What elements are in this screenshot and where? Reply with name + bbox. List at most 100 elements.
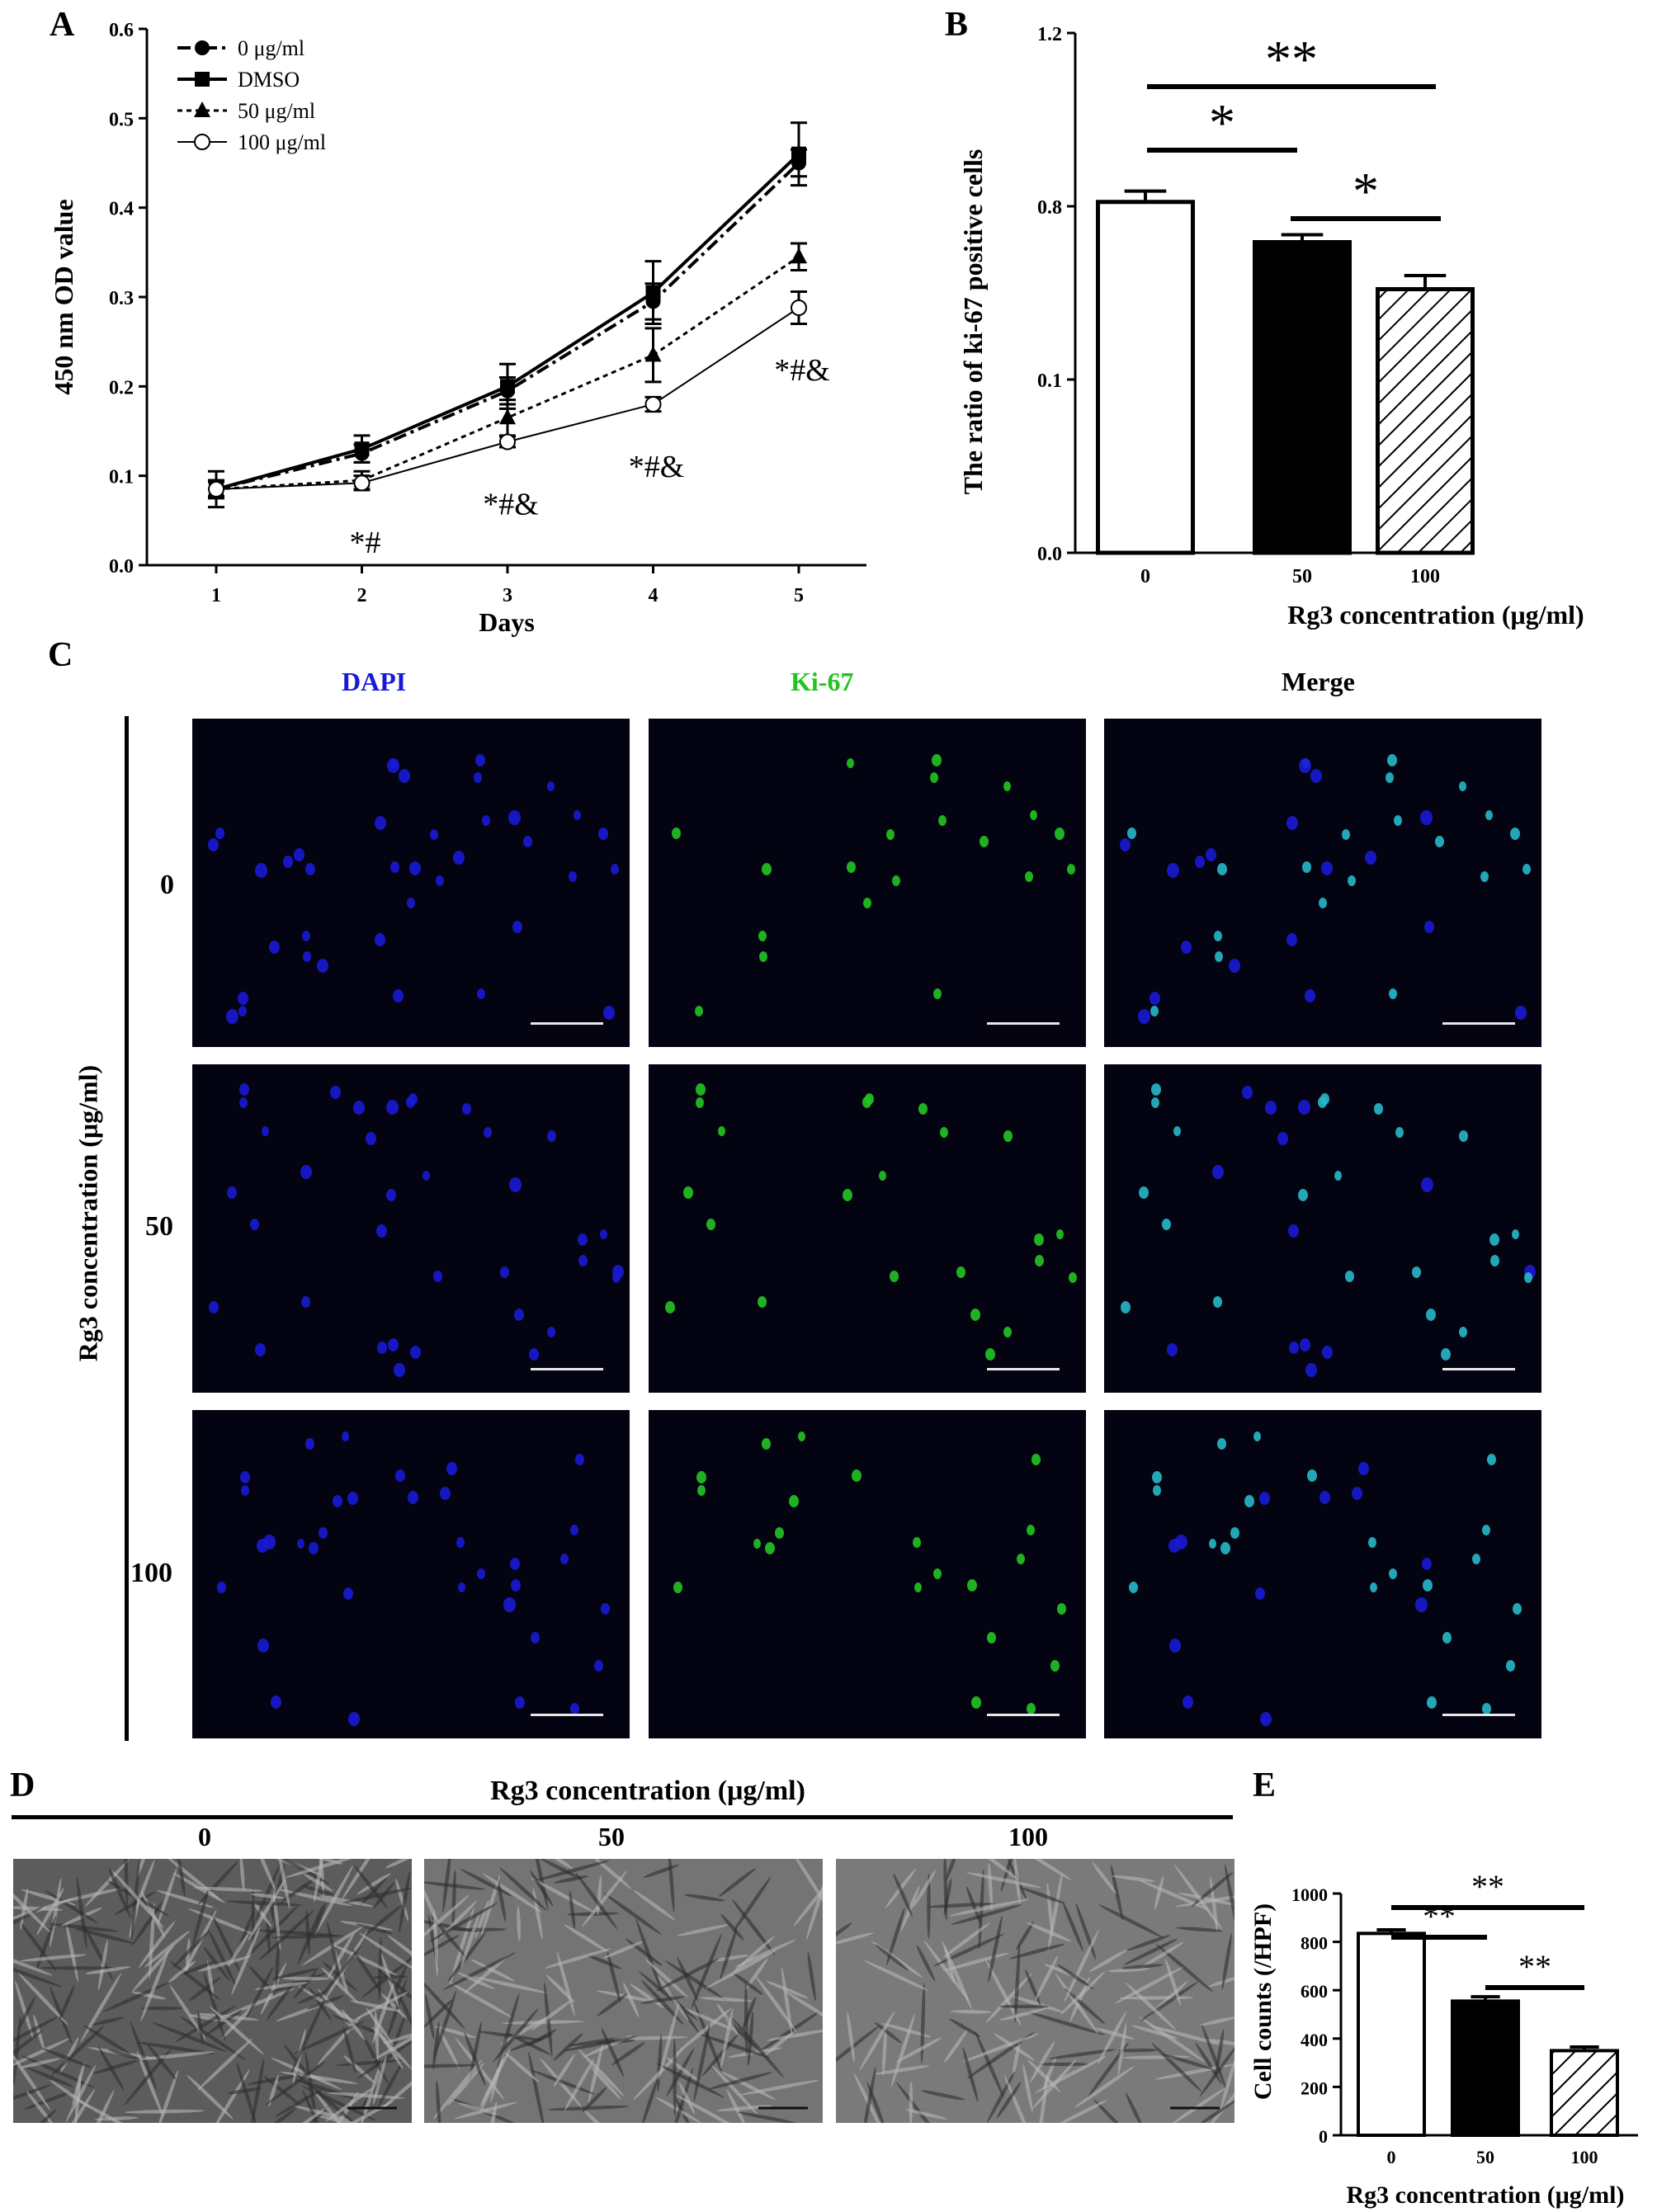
cell-nucleus <box>319 1527 328 1540</box>
bar-100 <box>1376 287 1475 555</box>
y-axis-label: Cell counts (/HPF) <box>1249 1903 1277 2100</box>
cell-nucleus <box>300 1164 312 1179</box>
cell-nucleus <box>758 951 767 963</box>
cell-nucleus <box>575 1454 585 1466</box>
cell-nucleus <box>1342 829 1351 841</box>
cell-texture <box>836 1859 1234 2123</box>
cell-nucleus <box>1458 1326 1467 1337</box>
significance-label: * <box>1209 93 1235 152</box>
micrograph-dapi-row-2 <box>192 1410 630 1738</box>
cell-nucleus <box>1003 1130 1013 1142</box>
cell-nucleus <box>1458 1130 1468 1142</box>
cell-nucleus <box>226 1186 237 1200</box>
cell-nucleus <box>1253 1431 1261 1441</box>
cell-nucleus <box>1322 1345 1334 1359</box>
y-tick-label: 0.0 <box>109 556 134 578</box>
cell-nucleus <box>971 1696 982 1710</box>
cell-nucleus <box>612 1271 621 1283</box>
cell-nucleus <box>1003 1326 1012 1337</box>
cell-nucleus <box>433 1270 443 1282</box>
y-tick-label: 0.3 <box>109 288 134 309</box>
cell-nucleus <box>1487 1454 1497 1466</box>
cell-nucleus <box>1129 1582 1139 1594</box>
cell-nucleus <box>847 758 855 769</box>
bar-50 <box>1253 240 1352 555</box>
scale-bar <box>987 1714 1060 1716</box>
cell-nucleus <box>762 1438 772 1450</box>
cell-nucleus <box>263 1535 276 1550</box>
cell-nucleus <box>240 1485 249 1497</box>
series-3 <box>208 290 807 498</box>
cell-nucleus <box>511 1578 522 1592</box>
cell-nucleus <box>597 828 608 841</box>
cell-nucleus <box>1412 1266 1422 1278</box>
scale-bar <box>531 1368 603 1370</box>
x-tick-label: 0 <box>1387 2147 1396 2167</box>
cell-nucleus <box>390 861 400 874</box>
x-tick-label: 100 <box>1410 566 1440 587</box>
cell-nucleus <box>238 1005 247 1016</box>
marker-square <box>195 72 210 87</box>
cell-nucleus <box>1298 1099 1311 1115</box>
cell-nucleus <box>1423 1578 1433 1592</box>
cell-nucleus <box>1017 1553 1026 1564</box>
panel-d-title-rule <box>12 1815 1233 1819</box>
cell-nucleus <box>208 837 220 851</box>
cell-nucleus <box>453 850 465 865</box>
cell-nucleus <box>271 1695 282 1709</box>
x-tick-label: 1 <box>211 585 221 606</box>
x-tick-label: 0 <box>1140 566 1150 587</box>
cell-nucleus <box>570 1525 579 1536</box>
cell-nucleus <box>1298 757 1311 773</box>
cell-nucleus <box>305 862 316 875</box>
cell-nucleus <box>332 1494 342 1507</box>
cell-nucleus <box>560 1553 569 1564</box>
marker-triangle <box>499 408 516 425</box>
cell-nucleus <box>862 1096 872 1108</box>
cell-nucleus <box>696 1097 705 1109</box>
cell-nucleus <box>603 1005 616 1020</box>
cell-nucleus <box>1212 1295 1222 1308</box>
cell-nucleus <box>1211 1164 1224 1179</box>
cell-nucleus <box>508 810 522 826</box>
y-tick-label: 1000 <box>1291 1884 1328 1905</box>
marker-square <box>645 285 661 300</box>
panel-letter-c: C <box>48 636 73 674</box>
cell-texture <box>13 1859 412 2123</box>
cell-nucleus <box>343 1587 354 1601</box>
cell-nucleus <box>1422 1558 1433 1571</box>
legend-label: 50 μg/ml <box>238 99 315 123</box>
panel-letter-b: B <box>945 6 969 44</box>
cell-nucleus <box>475 754 486 767</box>
cell-nucleus <box>1482 1525 1491 1536</box>
cell-nucleus <box>1305 989 1316 1003</box>
cell-nucleus <box>1367 1536 1376 1548</box>
marker-circle-open <box>353 474 371 492</box>
cell-nucleus <box>1195 856 1206 869</box>
cell-nucleus <box>1489 1233 1500 1247</box>
cell-nucleus <box>1310 768 1322 783</box>
cell-nucleus <box>1264 1100 1277 1115</box>
cell-nucleus <box>546 1130 556 1142</box>
cell-nucleus <box>1302 861 1312 874</box>
cell-nucleus <box>1480 870 1489 882</box>
cell-nucleus <box>1056 1603 1066 1615</box>
cell-nucleus <box>1209 1538 1217 1549</box>
cell-nucleus <box>1259 1712 1272 1727</box>
cell-nucleus <box>569 1703 579 1715</box>
cell-nucleus <box>1173 1125 1181 1136</box>
cell-nucleus <box>508 1177 522 1192</box>
micrograph-ki67-row-2 <box>649 1410 1086 1738</box>
significance-annotation: *#& <box>483 488 539 522</box>
cell-nucleus <box>261 1125 269 1136</box>
cell-nucleus <box>930 771 939 783</box>
cell-nucleus <box>1420 810 1433 826</box>
cell-nucleus <box>696 1471 707 1484</box>
y-tick-label: 0.0 <box>1037 544 1062 565</box>
cell-nucleus <box>1524 1271 1533 1283</box>
cell-nucleus <box>578 1254 588 1266</box>
scale-bar <box>987 1022 1060 1025</box>
cell-nucleus <box>240 1471 251 1484</box>
cell-nucleus <box>1120 837 1131 851</box>
cell-nucleus <box>1425 1309 1436 1322</box>
